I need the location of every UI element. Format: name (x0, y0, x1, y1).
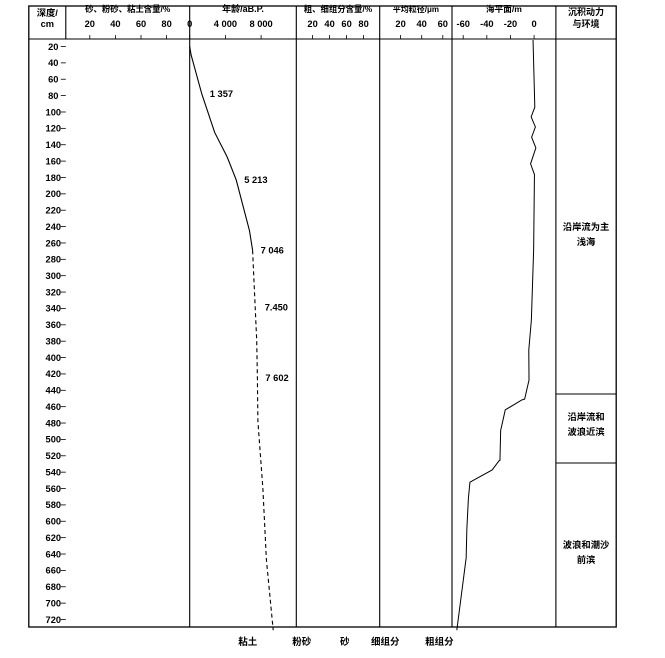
svg-text:540: 540 (46, 467, 62, 477)
svg-text:5 213: 5 213 (244, 175, 267, 185)
svg-text:浅海: 浅海 (577, 236, 596, 247)
svg-text:60: 60 (136, 19, 146, 29)
svg-text:粗组分: 粗组分 (425, 636, 454, 648)
svg-text:460: 460 (46, 402, 62, 412)
svg-text:180: 180 (46, 173, 62, 183)
svg-text:20: 20 (307, 19, 317, 29)
svg-text:140: 140 (46, 140, 62, 150)
svg-text:60: 60 (341, 19, 351, 29)
svg-text:7.450: 7.450 (265, 303, 288, 313)
svg-text:700: 700 (46, 598, 62, 608)
svg-text:cm: cm (41, 19, 54, 29)
svg-text:420: 420 (46, 369, 62, 379)
svg-text:沿岸流为主: 沿岸流为主 (563, 221, 610, 232)
svg-text:前滨: 前滨 (577, 554, 596, 565)
svg-text:沿岸流和: 沿岸流和 (567, 411, 604, 422)
svg-text:580: 580 (46, 500, 62, 510)
svg-text:4 000: 4 000 (214, 19, 237, 29)
svg-text:20: 20 (48, 42, 58, 52)
svg-text:620: 620 (46, 533, 62, 543)
svg-text:深度/: 深度/ (37, 7, 59, 18)
svg-text:0: 0 (532, 19, 537, 29)
svg-text:80: 80 (48, 91, 58, 101)
svg-text:粘土: 粘土 (238, 636, 258, 648)
svg-text:1 357: 1 357 (210, 89, 233, 99)
svg-text:8 000: 8 000 (249, 19, 272, 29)
svg-text:560: 560 (46, 484, 62, 494)
svg-text:粉砂: 粉砂 (292, 636, 312, 648)
svg-text:0: 0 (187, 19, 192, 29)
svg-text:440: 440 (46, 386, 62, 396)
svg-text:平均粒径/μm: 平均粒径/μm (393, 4, 439, 14)
svg-text:80: 80 (358, 19, 368, 29)
svg-text:80: 80 (161, 19, 171, 29)
svg-text:7 602: 7 602 (265, 373, 288, 383)
svg-text:260: 260 (46, 238, 62, 248)
svg-text:120: 120 (46, 124, 62, 134)
svg-text:680: 680 (46, 582, 62, 592)
svg-text:波浪近滨: 波浪近滨 (567, 426, 605, 437)
svg-text:-60: -60 (456, 19, 469, 29)
svg-text:60: 60 (438, 19, 448, 29)
svg-text:160: 160 (46, 156, 62, 166)
svg-text:720: 720 (46, 615, 62, 625)
svg-text:砂: 砂 (340, 636, 350, 648)
svg-text:500: 500 (46, 435, 62, 445)
svg-text:细组分: 细组分 (371, 636, 400, 648)
svg-text:砂、粉砂、粘土含量/%: 砂、粉砂、粘土含量/% (85, 4, 171, 14)
svg-text:600: 600 (46, 517, 62, 527)
svg-text:40: 40 (48, 58, 58, 68)
svg-text:480: 480 (46, 418, 62, 428)
svg-text:200: 200 (46, 189, 62, 199)
svg-text:7 046: 7 046 (261, 245, 284, 255)
svg-text:60: 60 (48, 75, 58, 85)
svg-text:40: 40 (324, 19, 334, 29)
svg-text:沉积动力: 沉积动力 (568, 6, 604, 17)
svg-text:-40: -40 (480, 19, 493, 29)
svg-text:-20: -20 (504, 19, 517, 29)
svg-text:660: 660 (46, 566, 62, 576)
svg-text:粗、细组分含量/%: 粗、细组分含量/% (304, 4, 373, 14)
svg-text:220: 220 (46, 206, 62, 216)
svg-text:360: 360 (46, 320, 62, 330)
svg-text:280: 280 (46, 255, 62, 265)
svg-text:20: 20 (395, 19, 405, 29)
svg-text:100: 100 (46, 107, 62, 117)
svg-text:400: 400 (46, 353, 62, 363)
svg-text:380: 380 (46, 336, 62, 346)
svg-text:波浪和潮沙: 波浪和潮沙 (563, 539, 610, 550)
svg-text:20: 20 (85, 19, 95, 29)
svg-text:40: 40 (417, 19, 427, 29)
svg-text:300: 300 (46, 271, 62, 281)
svg-text:40: 40 (110, 19, 120, 29)
svg-text:海平面/m: 海平面/m (486, 3, 522, 14)
svg-text:与环境: 与环境 (573, 18, 600, 29)
svg-text:年龄/aB.P.: 年龄/aB.P. (222, 3, 264, 14)
svg-text:520: 520 (46, 451, 62, 461)
svg-text:320: 320 (46, 287, 62, 297)
svg-text:240: 240 (46, 222, 62, 232)
svg-text:340: 340 (46, 304, 62, 314)
svg-text:640: 640 (46, 549, 62, 559)
